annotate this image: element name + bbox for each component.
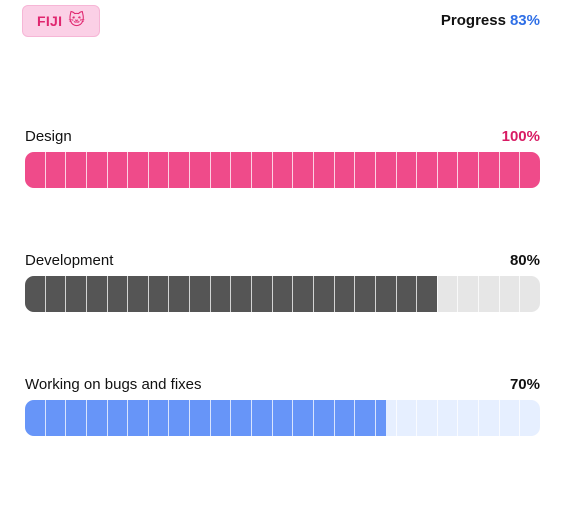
progress-segment: [520, 400, 540, 436]
progress-segment: [169, 276, 191, 312]
progress-segment: [231, 152, 253, 188]
progress-segment: [417, 152, 438, 188]
progress-segment: [25, 152, 46, 188]
progress-segment: [458, 400, 480, 436]
progress-segment: [500, 400, 521, 436]
task-bugs-progress-bar: [25, 400, 540, 436]
progress-segment: [355, 276, 376, 312]
progress-segment: [252, 152, 273, 188]
progress-segment: [273, 400, 294, 436]
progress-segment: [500, 152, 521, 188]
progress-segment: [252, 276, 273, 312]
progress-segment: [458, 276, 480, 312]
project-badge[interactable]: FIJI 🐱: [22, 5, 101, 37]
task-design-value: 100%: [501, 128, 540, 145]
progress-segment: [520, 152, 540, 188]
task-bugs-progress-fill: [25, 400, 386, 436]
progress-segment: [108, 152, 129, 188]
progress-segment: [314, 276, 335, 312]
task-bugs-label: Working on bugs and fixes: [25, 376, 202, 393]
progress-segment: [108, 400, 129, 436]
progress-segment: [149, 276, 170, 312]
progress-segment: [293, 400, 314, 436]
progress-segment: [128, 276, 149, 312]
task-design-progress-bar: [25, 152, 540, 188]
task-design-progress-fill: [25, 152, 540, 188]
progress-segment: [458, 152, 480, 188]
progress-segment: [149, 152, 170, 188]
progress-segment: [46, 276, 67, 312]
overall-progress: Progress 83%: [441, 12, 540, 29]
progress-segment: [438, 400, 459, 436]
task-bugs: Working on bugs and fixes 70%: [25, 376, 540, 436]
progress-segment: [500, 276, 521, 312]
progress-segment: [520, 276, 540, 312]
progress-segment: [417, 400, 438, 436]
progress-segment: [335, 276, 356, 312]
progress-segment: [211, 276, 232, 312]
progress-segment: [293, 276, 314, 312]
progress-segment: [128, 152, 149, 188]
progress-segment: [190, 400, 211, 436]
progress-segment: [479, 152, 500, 188]
progress-segment: [417, 276, 438, 312]
progress-segment: [231, 276, 253, 312]
progress-segment: [397, 152, 418, 188]
task-development: Development 80%: [25, 252, 540, 312]
progress-segment: [273, 152, 294, 188]
progress-segment: [273, 276, 294, 312]
task-design: Design 100%: [25, 128, 540, 188]
task-bugs-value: 70%: [509, 376, 540, 393]
progress-segment: [438, 276, 459, 312]
progress-segment: [314, 152, 335, 188]
task-development-value: 80%: [509, 252, 540, 269]
task-development-progress-bar: [25, 276, 540, 312]
progress-segment: [376, 276, 397, 312]
progress-segment: [211, 152, 232, 188]
progress-segment: [66, 152, 87, 188]
progress-segment: [211, 400, 232, 436]
progress-segment: [376, 152, 397, 188]
progress-segment: [87, 276, 108, 312]
progress-segment: [190, 276, 211, 312]
progress-segment: [169, 400, 191, 436]
task-development-label: Development: [25, 252, 114, 269]
progress-segment: [293, 152, 314, 188]
progress-segment: [376, 400, 397, 436]
progress-segment: [335, 400, 356, 436]
progress-segment: [355, 152, 376, 188]
progress-segment: [87, 400, 108, 436]
overall-progress-label: Progress: [440, 12, 506, 29]
progress-segment: [231, 400, 253, 436]
progress-segment: [335, 152, 356, 188]
progress-segment: [149, 400, 170, 436]
cat-face-icon: 🐱: [68, 12, 86, 29]
overall-progress-value: 83%: [509, 12, 540, 29]
progress-segment: [25, 400, 46, 436]
progress-segment: [355, 400, 376, 436]
progress-segment: [397, 276, 418, 312]
progress-segment: [314, 400, 335, 436]
project-badge-label: FIJI: [37, 13, 63, 29]
progress-segment: [66, 276, 87, 312]
progress-segment: [128, 400, 149, 436]
progress-segment: [479, 276, 500, 312]
progress-segment: [479, 400, 500, 436]
progress-segment: [252, 400, 273, 436]
progress-segment: [108, 276, 129, 312]
task-design-label: Design: [25, 128, 72, 145]
progress-segment: [87, 152, 108, 188]
progress-segment: [66, 400, 87, 436]
progress-segment: [438, 152, 459, 188]
progress-segment: [397, 400, 418, 436]
progress-segment: [25, 276, 46, 312]
progress-segment: [190, 152, 211, 188]
progress-segment: [169, 152, 191, 188]
progress-segment: [46, 152, 67, 188]
progress-segment: [46, 400, 67, 436]
